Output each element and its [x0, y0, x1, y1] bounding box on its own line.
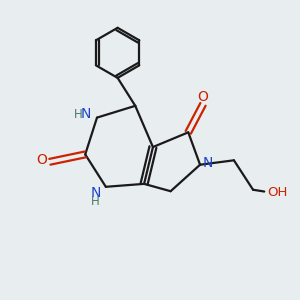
Text: N: N	[90, 186, 101, 200]
Text: N: N	[203, 156, 214, 170]
Text: H: H	[91, 195, 100, 208]
Text: OH: OH	[267, 186, 288, 199]
Text: N: N	[81, 107, 91, 121]
Text: O: O	[36, 153, 47, 167]
Text: O: O	[198, 90, 208, 104]
Text: H: H	[74, 108, 82, 121]
